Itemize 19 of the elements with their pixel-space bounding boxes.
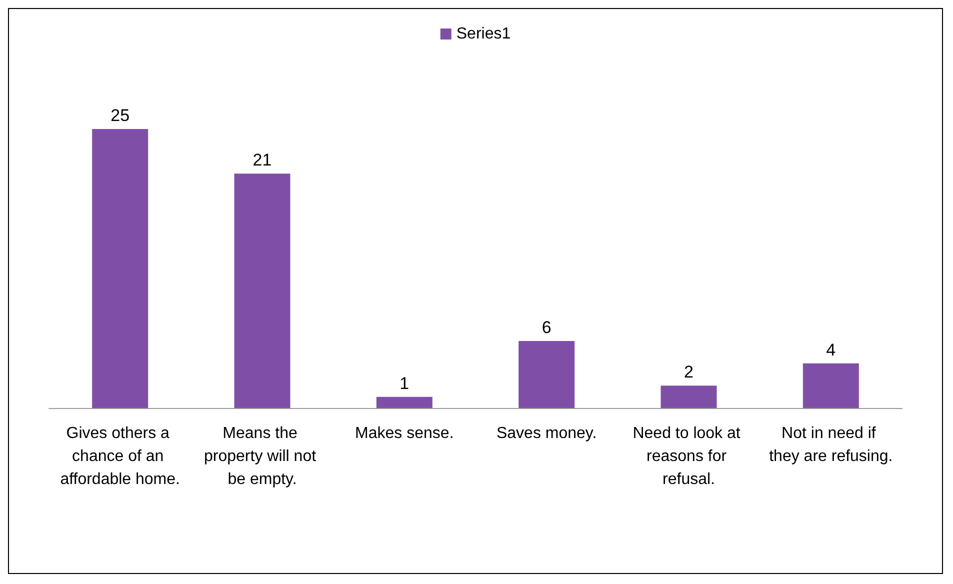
x-tick-label: Gives others a chance of an affordable home. [60, 425, 180, 488]
bar [802, 363, 859, 408]
data-label: 1 [400, 374, 410, 393]
data-label: 21 [252, 150, 272, 170]
legend-label: Series1 [456, 26, 511, 42]
bar [234, 174, 290, 408]
data-label: 25 [110, 106, 130, 125]
x-tick-label: Need to look at reasons for refusal. [632, 425, 745, 488]
x-tick-label: Makes sense. [355, 425, 454, 442]
bar [660, 386, 717, 408]
bar [376, 396, 432, 408]
x-tick-label: Not in need if they are refusing. [769, 425, 893, 465]
bar [92, 129, 148, 408]
x-tick-label: Saves money. [496, 425, 597, 442]
x-tick-label: Means the property will not be empty. [204, 425, 320, 488]
data-label: 2 [684, 362, 694, 382]
bar [518, 341, 575, 408]
data-label: 4 [826, 340, 836, 360]
data-label: 6 [542, 318, 552, 338]
